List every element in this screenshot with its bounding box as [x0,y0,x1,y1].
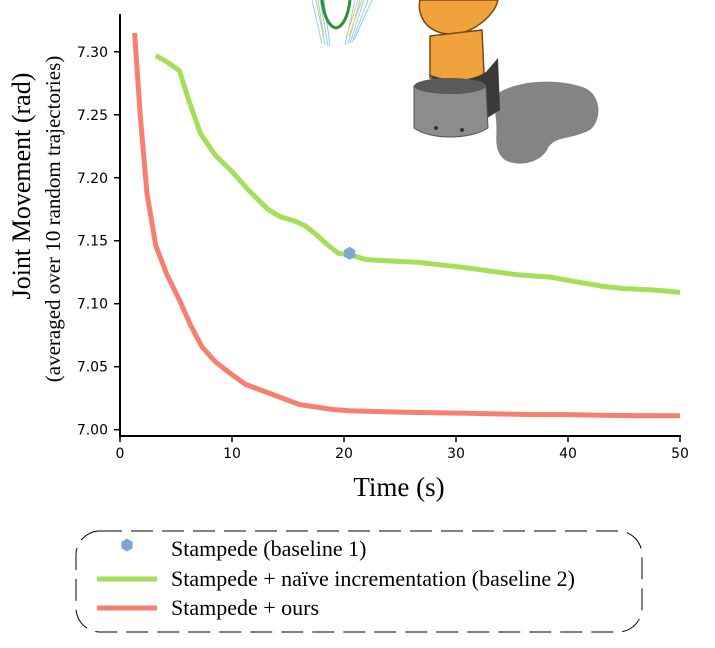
legend-frame [75,530,643,633]
legend-marker-icon [121,538,133,552]
x-tick-label: 50 [671,446,689,462]
y-tick-label: 7.15 [77,234,108,250]
y-tick-label: 7.05 [77,360,108,376]
y-tick-label: 7.10 [77,297,108,313]
robot-arm-icon [311,0,599,164]
y-tick-label: 7.25 [77,108,108,124]
robot-shadow-icon [494,81,599,164]
y-axis-subtitle: (averaged over 10 random trajectories) [41,56,65,383]
series-line-2 [132,32,681,419]
x-tick-label: 30 [447,446,465,462]
legend: Stampede (baseline 1) Stampede + naïve in… [75,530,643,633]
y-tick-label: 7.00 [77,423,108,439]
x-tick-label: 40 [559,446,577,462]
legend-label: Stampede + ours [171,595,319,620]
y-tick-label: 7.30 [77,45,108,61]
y-ticks: 7.00 7.05 7.10 7.15 7.20 7.25 7.30 [77,45,120,439]
x-axis-title: Time (s) [353,472,444,502]
x-tick-label: 20 [335,446,353,462]
x-tick-label: 10 [223,446,241,462]
legend-label: Stampede (baseline 1) [171,536,367,561]
x-tick-label: 0 [116,446,125,462]
series-layer [132,32,681,419]
y-tick-label: 7.20 [77,171,108,187]
robot-upper-link-icon [418,0,499,35]
trajectory-fan-icon [311,0,373,47]
series-line-1 [154,53,681,295]
x-ticks: 0 10 20 30 40 50 [116,436,689,462]
y-axis-title: Joint Movement (rad) [7,73,36,300]
robot-lower-link-icon [429,29,485,83]
series-marker-point [344,246,356,260]
legend-label: Stampede + naïve incrementation (baselin… [171,566,575,591]
